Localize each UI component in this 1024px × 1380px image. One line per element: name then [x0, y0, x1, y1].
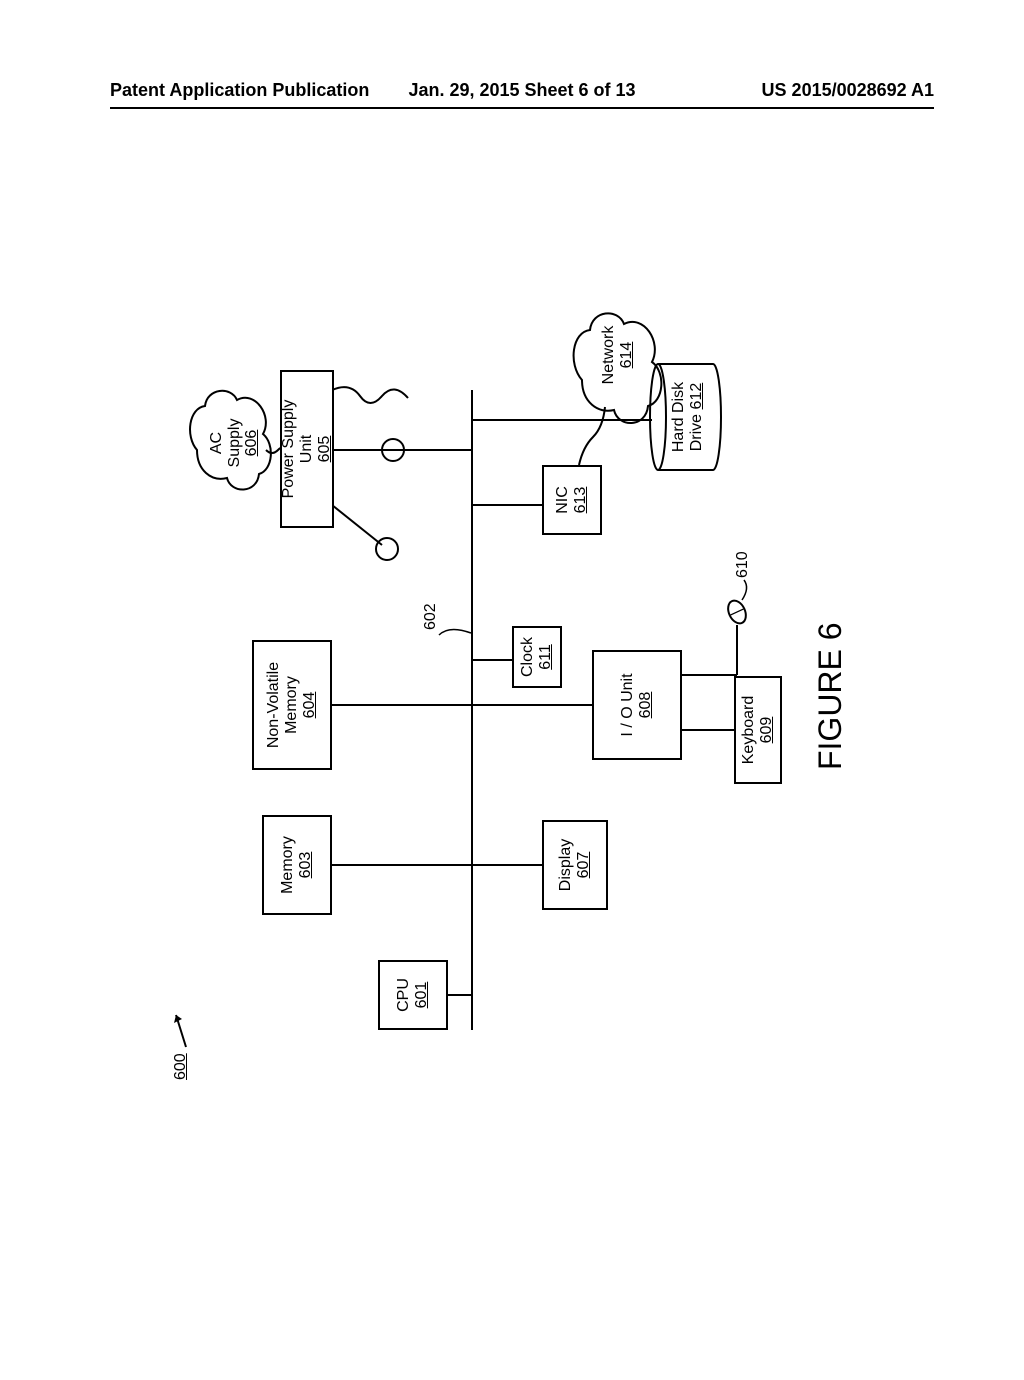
display-num: 607 — [575, 852, 593, 879]
psu-label: Power Supply Unit — [280, 400, 316, 499]
nvmem-num: 604 — [301, 692, 319, 719]
block-psu: Power Supply Unit 605 — [280, 370, 334, 528]
clock-num: 611 — [537, 644, 555, 670]
network-label: Network — [600, 326, 617, 385]
cpu-num: 601 — [413, 982, 431, 1009]
keyboard-label: Keyboard — [740, 696, 758, 765]
clock-label: Clock — [519, 637, 537, 677]
diagram: 600 — [162, 270, 862, 1090]
display-label: Display — [557, 839, 575, 891]
nic-num: 613 — [572, 487, 590, 514]
block-nic: NIC 613 — [542, 465, 602, 535]
header-mid: Jan. 29, 2015 Sheet 6 of 13 — [385, 80, 660, 101]
psu-num: 605 — [316, 436, 334, 463]
network-num: 614 — [618, 342, 635, 369]
header-right: US 2015/0028692 A1 — [659, 80, 934, 101]
ac-num: 606 — [243, 430, 260, 457]
block-keyboard: Keyboard 609 — [734, 676, 782, 784]
memory-label: Memory — [279, 836, 297, 894]
keyboard-num: 609 — [758, 717, 776, 744]
mouse-label: 610 — [734, 551, 752, 578]
block-ac: AC Supply 606 — [208, 408, 261, 478]
figure-title: FIGURE 6 — [812, 622, 849, 770]
io-label: I / O Unit — [619, 673, 637, 736]
memory-num: 603 — [297, 852, 315, 879]
block-cpu: CPU 601 — [378, 960, 448, 1030]
nvmem-label: Non-Volatile Memory — [265, 662, 301, 748]
ac-label: AC Supply — [208, 419, 243, 468]
arrow-icon — [172, 1005, 190, 1049]
bus-label: 602 — [422, 603, 440, 630]
block-display: Display 607 — [542, 820, 608, 910]
block-network: Network 614 — [600, 310, 635, 400]
block-io: I / O Unit 608 — [592, 650, 682, 760]
cpu-label: CPU — [395, 978, 413, 1012]
block-nvmem: Non-Volatile Memory 604 — [252, 640, 332, 770]
figure-ref: 600 — [172, 1005, 190, 1080]
nic-label: NIC — [554, 486, 572, 514]
header-left: Patent Application Publication — [110, 80, 385, 101]
block-hdd: Hard Disk Drive 612 — [652, 362, 722, 472]
page: Patent Application Publication Jan. 29, … — [0, 0, 1024, 1320]
page-header: Patent Application Publication Jan. 29, … — [110, 80, 934, 109]
block-memory: Memory 603 — [262, 815, 332, 915]
diagram-wrapper: 600 — [512, 680, 1024, 1380]
hdd-num: 612 — [688, 383, 705, 410]
io-num: 608 — [637, 692, 655, 719]
figure-ref-num: 600 — [172, 1053, 189, 1080]
block-clock: Clock 611 — [512, 626, 562, 688]
